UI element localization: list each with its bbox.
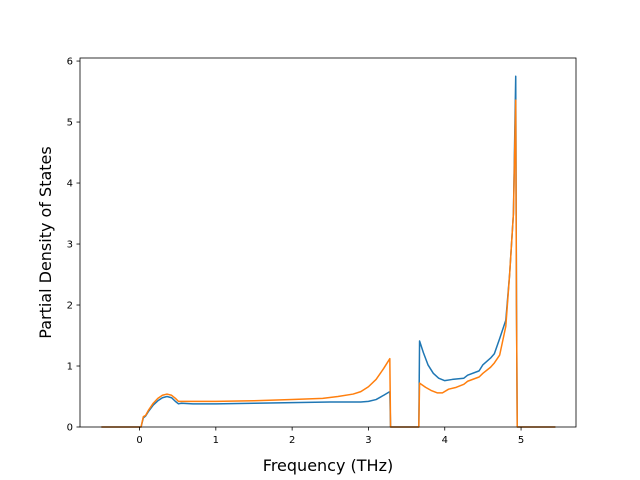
- x-axis-label: Frequency (THz): [263, 456, 393, 475]
- x-tick-label: 0: [136, 435, 142, 446]
- series-layer: [101, 75, 556, 428]
- plot-background: [80, 58, 576, 427]
- x-tick-label: 5: [518, 435, 524, 446]
- y-tick-label: 3: [67, 240, 73, 251]
- x-tick-label: 1: [213, 435, 219, 446]
- x-tick-label: 3: [365, 435, 371, 446]
- y-axis-label: Partial Density of States: [36, 146, 55, 338]
- plot-area: [79, 57, 577, 428]
- x-tick-label: 4: [442, 435, 448, 446]
- plot-frame: [79, 57, 577, 428]
- y-tick-label: 5: [67, 118, 73, 129]
- y-tick-label: 2: [67, 301, 73, 312]
- x-tick-label: 2: [289, 435, 295, 446]
- y-tick-label: 1: [67, 362, 73, 373]
- y-axis-ticks: 0 1 2 3 4 5 6: [67, 57, 80, 434]
- x-axis-ticks: 0 1 2 3 4 5: [136, 427, 524, 446]
- y-tick-label: 6: [67, 57, 73, 68]
- y-tick-label: 4: [67, 179, 73, 190]
- series-line-2: [101, 99, 556, 428]
- y-tick-label: 0: [67, 423, 73, 434]
